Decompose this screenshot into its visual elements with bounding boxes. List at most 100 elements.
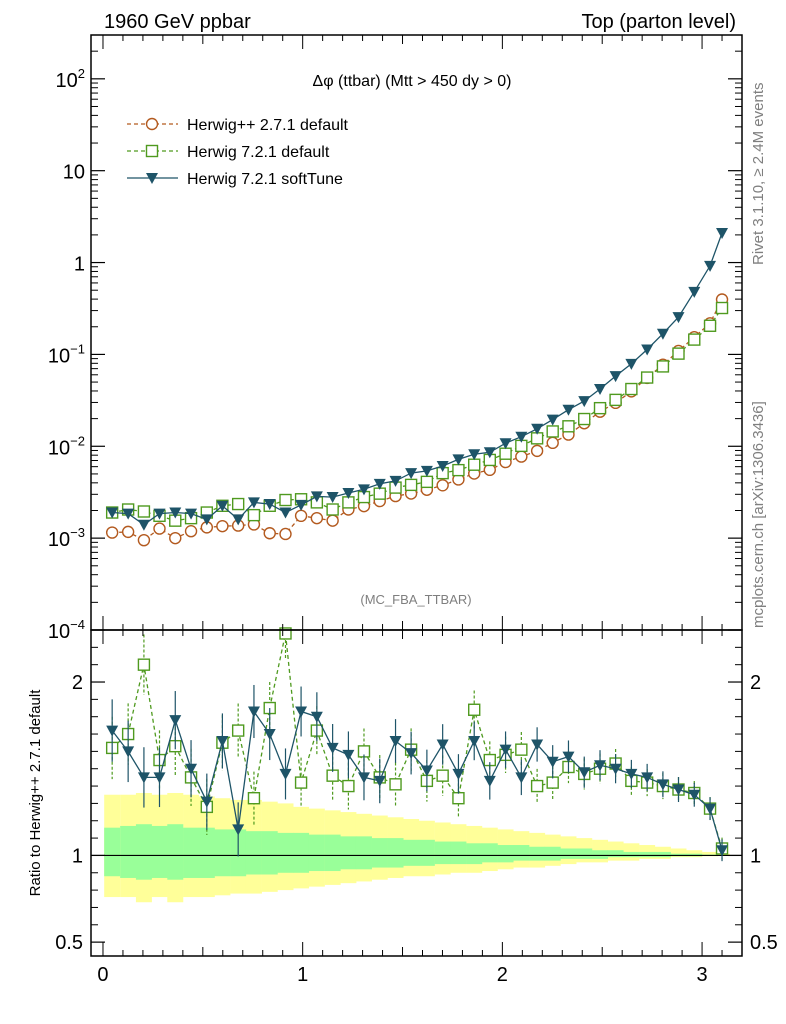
- main-series-2-point: [247, 497, 260, 509]
- main-series-2-point: [153, 508, 166, 520]
- band-green-bin: [214, 829, 231, 877]
- main-series-1-point: [468, 458, 481, 471]
- main-y-tick-label: 10−1: [48, 341, 85, 367]
- band-green-bin: [529, 846, 546, 861]
- main-series-0-point: [279, 527, 292, 541]
- ratio-series-1-point: [578, 767, 591, 779]
- ratio-series-1-point: [609, 763, 622, 775]
- ratio-series-0-point: [530, 779, 544, 793]
- ratio-series-1-point: [357, 772, 370, 784]
- main-series-2-point: [342, 488, 355, 500]
- ratio-series-0-point: [231, 724, 245, 737]
- main-series-2-point: [452, 454, 465, 466]
- band-green-bin: [639, 851, 656, 858]
- ratio-series-1-point: [185, 763, 198, 775]
- main-series-2-point: [357, 484, 370, 496]
- ratio-y-tick-label-right: 1: [750, 845, 761, 867]
- main-series-1-point: [625, 382, 638, 396]
- main-series-2-point: [656, 328, 669, 340]
- plot-title: Δφ (ttbar) (Mtt > 450 dy > 0): [313, 73, 512, 90]
- main-series-2-point: [295, 499, 308, 511]
- ratio-series-1-point: [468, 735, 481, 747]
- ratio-series-1-point: [594, 760, 607, 772]
- band-green-bin: [607, 850, 624, 858]
- legend-label-2: Herwig 7.2.1 softTune: [187, 171, 343, 188]
- ratio-series-1-point: [562, 751, 575, 763]
- legend-marker-1: [145, 144, 159, 158]
- band-green-bin: [623, 851, 640, 858]
- ratio-series-1-line: [111, 709, 723, 851]
- main-series-0-point: [184, 524, 198, 538]
- main-series-0-point: [169, 531, 182, 545]
- analysis-tag: (MC_FBA_TTBAR): [360, 592, 471, 607]
- ratio-series-1-point: [436, 739, 449, 751]
- ratio-series-0-point: [279, 627, 292, 640]
- main-series-2-point: [137, 519, 150, 531]
- ratio-series-0-point: [468, 703, 481, 716]
- main-series-2-point: [310, 491, 323, 503]
- ratio-series-1-point: [200, 796, 213, 808]
- main-series-2-point: [641, 344, 654, 356]
- ratio-series-0-line: [111, 633, 723, 849]
- ratio-y-tick-label-right: 2: [750, 672, 761, 694]
- ratio-series-1-point: [279, 768, 292, 780]
- band-green-bin: [371, 838, 388, 868]
- main-series-1-point: [593, 401, 607, 415]
- main-series-2-point: [483, 447, 496, 459]
- side-text-lower: mcplots.cern.ch [arXiv:1306.3436]: [750, 401, 767, 628]
- ratio-series-1-point: [373, 775, 386, 787]
- main-series-1-point: [420, 475, 434, 489]
- ratio-x-tick-label: 3: [696, 964, 707, 986]
- ratio-series-1-point: [232, 824, 245, 836]
- header-left: 1960 GeV ppbar: [104, 11, 251, 33]
- main-series-2-point: [499, 438, 512, 450]
- main-y-tick-label: 10−4: [48, 617, 85, 643]
- band-green-bin: [120, 825, 137, 878]
- band-green-bin: [418, 839, 435, 866]
- ratio-series-1-point: [515, 772, 528, 784]
- header-right: Top (parton level): [581, 11, 736, 33]
- ratio-ylabel: Ratio to Herwig++ 2.7.1 default: [27, 689, 44, 897]
- ratio-series-1-point: [531, 739, 544, 751]
- main-series-1-line: [112, 307, 723, 522]
- ratio-series-1-point: [420, 765, 433, 777]
- main-series-0-point: [310, 511, 324, 525]
- main-series-2-point: [405, 468, 418, 480]
- main-panel: [105, 227, 729, 547]
- ratio-series-1-point: [452, 768, 465, 780]
- ratio-x-tick-label: 1: [297, 964, 308, 986]
- ratio-series-1-point: [546, 756, 559, 768]
- band-green-bin: [481, 843, 498, 863]
- legend-label-0: Herwig++ 2.7.1 default: [187, 117, 349, 134]
- ratio-series-1-point: [625, 768, 638, 780]
- ratio-y-tick-label-left: 1: [72, 845, 83, 867]
- main-series-1-point: [578, 412, 591, 426]
- main-series-2-point: [609, 371, 622, 383]
- main-series-1-point: [656, 360, 670, 373]
- ratio-series-0-point: [342, 779, 355, 793]
- ratio-series-1-point: [389, 735, 402, 747]
- band-green-bin: [151, 825, 168, 878]
- main-series-1-point: [452, 463, 465, 477]
- ratio-series-1-point: [641, 772, 654, 784]
- main-y-tick-label: 102: [56, 66, 85, 92]
- ratio-series-1-point: [153, 772, 166, 784]
- side-text-upper: Rivet 3.1.10, ≥ 2.4M events: [750, 83, 767, 266]
- main-series-1-point: [703, 319, 717, 332]
- main-series-2-point: [389, 475, 402, 487]
- main-series-1-point: [404, 478, 418, 492]
- ratio-series-1-point: [688, 789, 701, 801]
- main-series-1-point: [672, 347, 685, 360]
- main-series-2-point: [279, 507, 292, 519]
- main-series-0-point: [121, 525, 135, 539]
- main-series-1-point: [688, 333, 701, 346]
- main-series-1-point: [640, 371, 654, 384]
- band-green-bin: [183, 827, 200, 878]
- band-green-bin: [167, 824, 184, 880]
- band-green-bin: [277, 832, 294, 873]
- band-yellow-bin: [702, 851, 719, 857]
- main-series-2-point: [578, 396, 591, 408]
- band-green-bin: [450, 841, 467, 865]
- main-series-2-point: [625, 358, 638, 370]
- main-y-tick-label: 1: [74, 254, 85, 276]
